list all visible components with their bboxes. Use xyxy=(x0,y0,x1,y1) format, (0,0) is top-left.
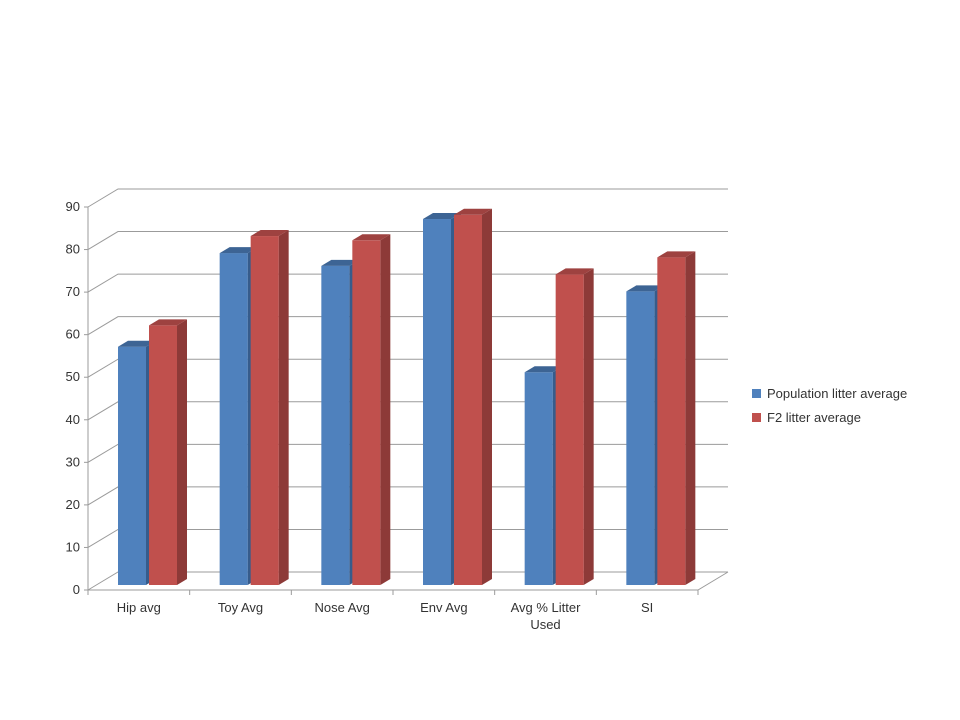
bar-f2-litter-average-hip-avg xyxy=(149,325,177,585)
bar-population-litter-average-hip-avg xyxy=(118,346,146,585)
y-tick-label: 20 xyxy=(66,497,80,512)
bar-top-f2-litter-average-si xyxy=(657,251,696,258)
y-tick-label: 0 xyxy=(73,582,80,597)
bar-population-litter-average-avg-litter-used xyxy=(524,372,553,585)
bar-f2-litter-average-avg-litter-used xyxy=(555,274,584,585)
legend-label: Population litter average xyxy=(767,385,908,401)
bar-side-f2-litter-average-hip-avg xyxy=(177,319,187,585)
category-label-avg-litter-used: Used xyxy=(530,617,560,632)
bar-top-population-litter-average-avg-litter-used xyxy=(524,366,563,373)
bar-side-f2-litter-average-env-avg xyxy=(482,208,492,585)
bar-top-f2-litter-average-avg-litter-used xyxy=(555,268,594,275)
y-tick-label: 30 xyxy=(66,454,80,469)
bar-top-f2-litter-average-nose-avg xyxy=(352,234,391,241)
bar-population-litter-average-env-avg xyxy=(423,219,451,585)
category-label-env-avg: Env Avg xyxy=(420,600,467,615)
bar-top-population-litter-average-toy-avg xyxy=(219,247,258,254)
bar-top-population-litter-average-hip-avg xyxy=(118,340,156,347)
bar-population-litter-average-toy-avg xyxy=(219,253,248,586)
gridline-80 xyxy=(87,231,728,250)
legend-item-f2-litter-average: F2 litter average xyxy=(752,409,907,425)
bar-side-f2-litter-average-avg-litter-used xyxy=(583,268,594,585)
bar-f2-litter-average-nose-avg xyxy=(352,240,381,586)
bar-f2-litter-average-si xyxy=(657,257,686,585)
bar-top-population-litter-average-env-avg xyxy=(423,213,461,220)
bar-top-population-litter-average-nose-avg xyxy=(321,259,360,266)
category-label-nose-avg: Nose Avg xyxy=(314,600,369,615)
gridline-90 xyxy=(87,188,728,208)
legend-marker-population-icon xyxy=(752,388,761,398)
bar-side-f2-litter-average-si xyxy=(685,251,696,586)
bar-side-f2-litter-average-toy-avg xyxy=(278,230,289,586)
category-label-hip-avg: Hip avg xyxy=(117,600,161,615)
bar-top-f2-litter-average-env-avg xyxy=(454,208,492,215)
y-tick-label: 40 xyxy=(66,412,80,427)
y-tick-label: 80 xyxy=(66,242,80,257)
bar-top-f2-litter-average-toy-avg xyxy=(250,230,289,237)
y-tick-label: 90 xyxy=(66,199,80,214)
bar-top-f2-litter-average-hip-avg xyxy=(149,319,187,326)
y-tick-label: 60 xyxy=(66,327,80,342)
category-label-avg-litter-used: Avg % Litter xyxy=(511,600,582,615)
gridline-60 xyxy=(87,316,728,336)
y-tick-label: 50 xyxy=(66,369,80,384)
bar-f2-litter-average-env-avg xyxy=(454,214,482,585)
legend-item-population-litter-average: Population litter average xyxy=(752,385,908,401)
category-label-toy-avg: Toy Avg xyxy=(218,600,263,615)
gridline-70 xyxy=(87,273,728,293)
bar-f2-litter-average-toy-avg xyxy=(250,236,279,586)
y-tick-label: 10 xyxy=(66,539,80,554)
bar-population-litter-average-nose-avg xyxy=(321,265,350,585)
legend: Population litter average F2 litter aver… xyxy=(752,386,907,434)
bar-side-f2-litter-average-nose-avg xyxy=(380,234,391,586)
bar-population-litter-average-si xyxy=(626,291,655,585)
legend-label: F2 litter average xyxy=(767,409,861,425)
y-tick-label: 70 xyxy=(66,284,80,299)
legend-marker-f2-icon xyxy=(752,412,761,422)
bar-top-population-litter-average-si xyxy=(626,285,665,292)
category-label-si: SI xyxy=(641,600,653,615)
